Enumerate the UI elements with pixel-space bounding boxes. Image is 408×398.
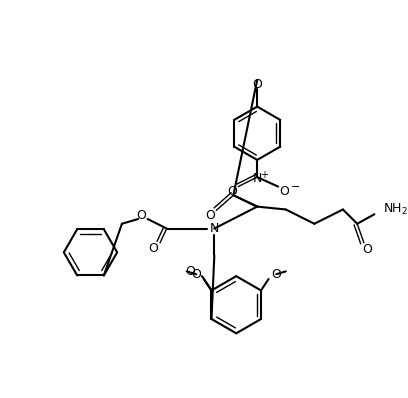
Text: +: + (260, 170, 268, 180)
Text: NH$_2$: NH$_2$ (383, 202, 408, 217)
Text: N: N (210, 222, 219, 235)
Text: O: O (271, 268, 281, 281)
Text: O: O (362, 243, 372, 256)
Text: O: O (206, 209, 215, 222)
Text: O: O (186, 265, 195, 278)
Text: N: N (253, 172, 262, 185)
Text: O: O (136, 209, 146, 222)
Text: −: − (290, 182, 300, 192)
Text: O: O (149, 242, 158, 255)
Text: O: O (191, 268, 201, 281)
Text: O: O (279, 185, 289, 198)
Text: O: O (252, 78, 262, 91)
Text: O: O (228, 185, 237, 198)
